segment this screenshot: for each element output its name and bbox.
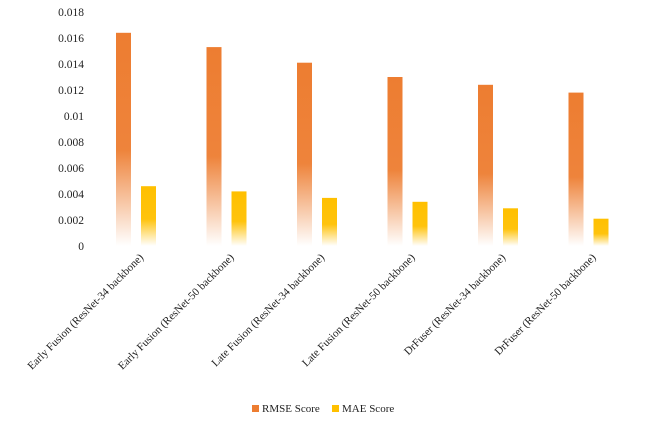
legend-swatch — [332, 405, 339, 412]
mae-bar — [412, 201, 428, 246]
x-category-label: DrFuser (ResNet-34 backbone) — [402, 251, 508, 357]
rmse-bar — [568, 92, 584, 246]
y-tick-label: 0.002 — [58, 215, 84, 227]
rmse-bar — [478, 84, 493, 246]
rmse-bar — [206, 47, 222, 246]
x-category-label: DrFuser (ResNet-50 backbone) — [493, 251, 599, 357]
x-axis: Early Fusion (ResNet-34 backbone)Early F… — [26, 251, 599, 372]
mae-bar — [322, 197, 337, 246]
rmse-bar — [297, 62, 312, 247]
legend-label: MAE Score — [342, 403, 394, 415]
y-tick-label: 0.012 — [58, 85, 84, 97]
mae-bar — [593, 218, 609, 246]
y-tick-label: 0.016 — [58, 33, 84, 45]
y-tick-label: 0.006 — [58, 163, 84, 175]
y-tick-label: 0.014 — [58, 59, 84, 71]
rmse-bar — [116, 32, 131, 246]
mae-bar — [141, 186, 156, 246]
mae-bar — [503, 208, 518, 246]
y-tick-label: 0 — [78, 241, 84, 253]
y-tick-label: 0.018 — [58, 7, 84, 19]
y-tick-label: 0.01 — [64, 111, 84, 123]
mae-bar — [231, 191, 247, 246]
rmse-bar — [387, 77, 403, 246]
y-tick-label: 0.004 — [58, 189, 84, 201]
y-axis: 0 0.002 0.004 0.006 0.008 0.01 0.012 0.014 0.016… — [58, 7, 84, 253]
bars — [116, 32, 609, 247]
y-tick-label: 0.008 — [58, 137, 84, 149]
legend: RMSE Score MAE Score — [252, 403, 394, 415]
legend-swatch — [252, 405, 259, 412]
legend-label: RMSE Score — [262, 403, 320, 415]
